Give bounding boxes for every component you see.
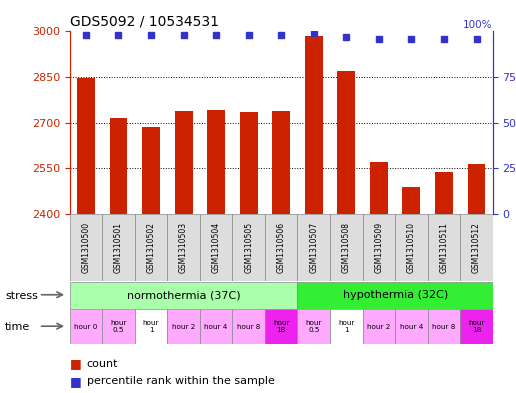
Text: percentile rank within the sample: percentile rank within the sample [87,376,275,386]
Bar [77,78,95,214]
Bar [395,309,428,344]
Text: GSM1310510: GSM1310510 [407,222,416,273]
Bar [330,309,363,344]
Bar [428,214,460,281]
Text: GSM1310504: GSM1310504 [212,222,221,273]
Bar [207,110,225,214]
Bar [467,164,486,214]
Text: hour
18: hour 18 [468,320,485,333]
Text: hour 4: hour 4 [400,323,423,330]
Text: hour 2: hour 2 [172,323,195,330]
Bar [240,112,257,214]
Bar [70,214,102,281]
Text: time: time [5,322,30,332]
Text: normothermia (37C): normothermia (37C) [127,290,240,300]
Bar [428,309,460,344]
Bar [395,214,428,281]
Text: ■: ■ [70,375,82,388]
Bar [102,214,135,281]
Bar [435,171,453,214]
Bar [167,309,200,344]
Bar [298,309,330,344]
Text: hour
0.5: hour 0.5 [110,320,127,333]
Bar [272,110,290,214]
Bar [135,309,167,344]
Text: GDS5092 / 10534531: GDS5092 / 10534531 [70,15,219,29]
Bar [70,309,102,344]
Text: GSM1310505: GSM1310505 [244,222,253,273]
Text: GSM1310507: GSM1310507 [309,222,318,273]
Bar [337,71,355,214]
Text: 100%: 100% [463,20,493,29]
Bar [200,214,232,281]
Bar [298,282,493,309]
Bar [265,309,298,344]
Bar [305,36,322,214]
Text: count: count [87,358,118,369]
Text: hour 4: hour 4 [204,323,228,330]
Bar [135,214,167,281]
Text: stress: stress [5,290,38,301]
Bar [265,214,298,281]
Text: GSM1310512: GSM1310512 [472,222,481,273]
Bar [402,187,421,214]
Bar [70,282,298,309]
Bar [363,309,395,344]
Text: hypothermia (32C): hypothermia (32C) [343,290,448,300]
Bar [460,309,493,344]
Text: GSM1310500: GSM1310500 [82,222,90,273]
Bar [200,309,232,344]
Text: GSM1310501: GSM1310501 [114,222,123,273]
Bar [363,214,395,281]
Bar [102,309,135,344]
Text: hour 8: hour 8 [432,323,456,330]
Bar [109,118,127,214]
Text: hour
18: hour 18 [273,320,289,333]
Text: GSM1310508: GSM1310508 [342,222,351,273]
Bar [298,214,330,281]
Text: hour
1: hour 1 [338,320,354,333]
Bar [330,214,363,281]
Bar [174,110,192,214]
Text: hour 0: hour 0 [74,323,98,330]
Bar [167,214,200,281]
Text: GSM1310503: GSM1310503 [179,222,188,273]
Text: hour
1: hour 1 [143,320,159,333]
Text: hour 2: hour 2 [367,323,391,330]
Text: GSM1310509: GSM1310509 [375,222,383,273]
Text: hour
0.5: hour 0.5 [305,320,322,333]
Text: GSM1310502: GSM1310502 [147,222,155,273]
Bar [232,309,265,344]
Bar [460,214,493,281]
Bar [142,127,160,214]
Bar [370,162,388,214]
Text: hour 8: hour 8 [237,323,261,330]
Text: ■: ■ [70,357,82,370]
Text: GSM1310506: GSM1310506 [277,222,286,273]
Bar [232,214,265,281]
Text: GSM1310511: GSM1310511 [440,222,448,273]
